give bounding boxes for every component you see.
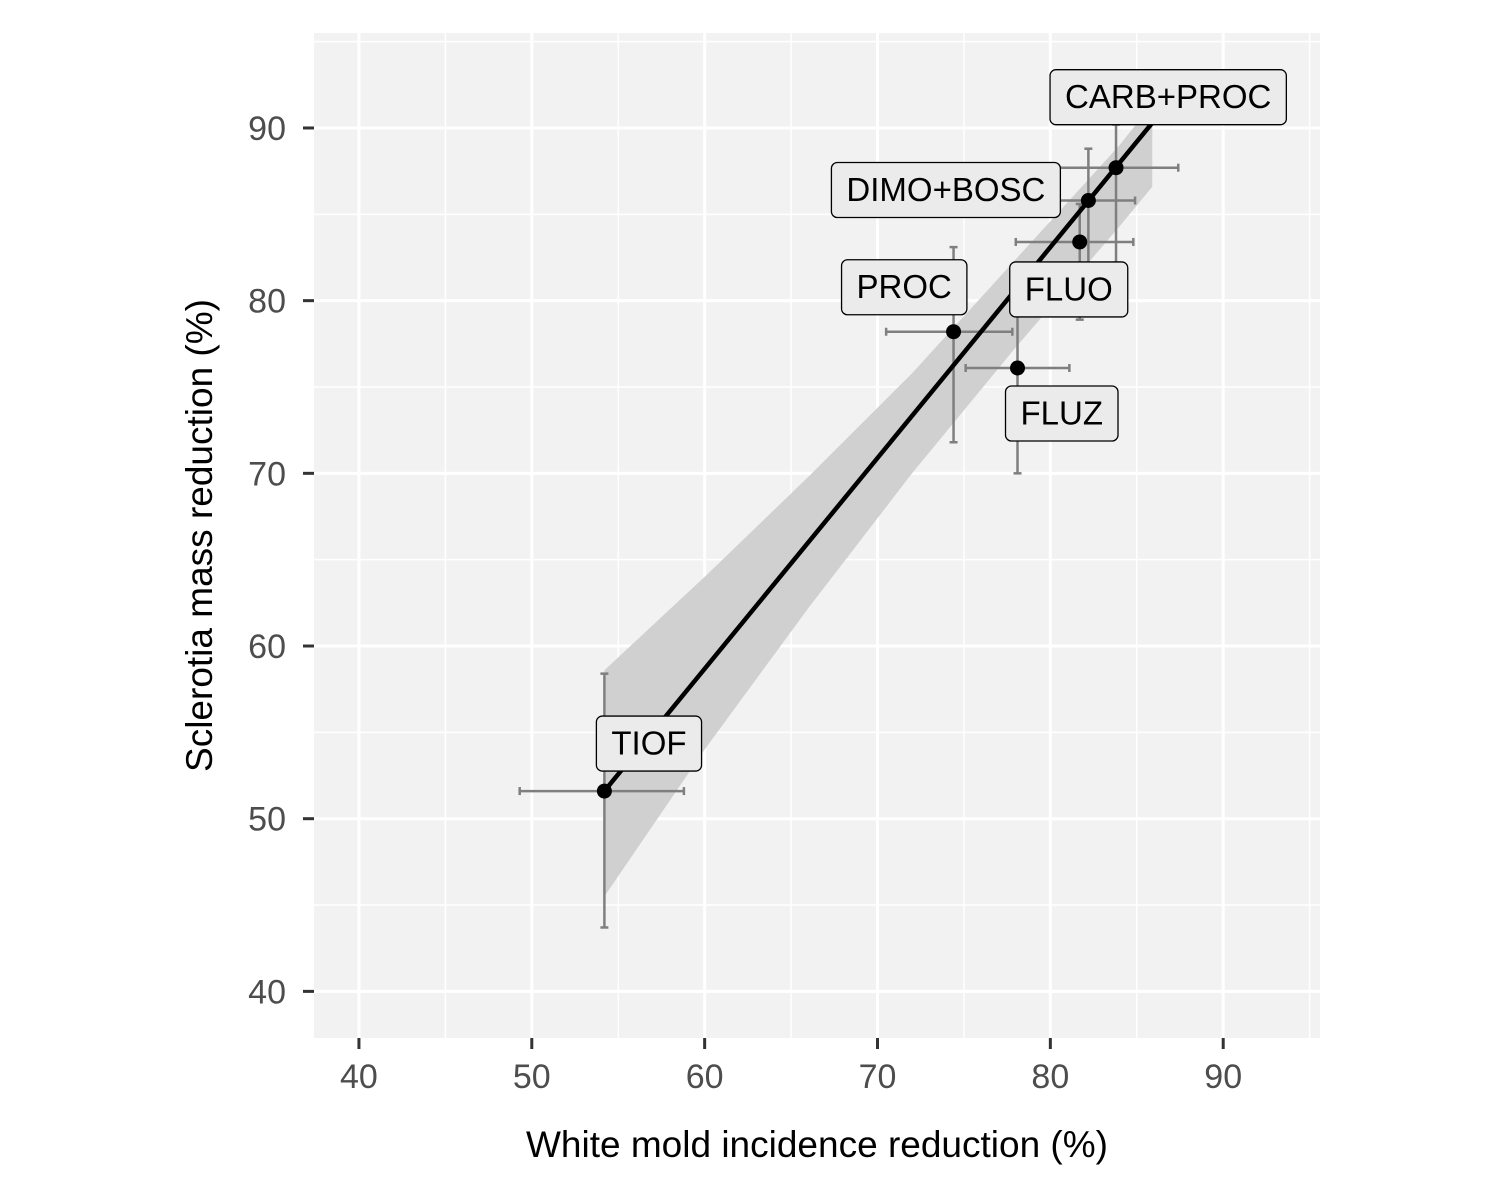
data-point — [1108, 160, 1124, 176]
label-box — [1004, 385, 1119, 442]
label-text: DIMO+BOSC — [846, 171, 1045, 208]
data-point — [1072, 234, 1088, 250]
y-tick-label: 60 — [248, 628, 286, 666]
label-box — [595, 715, 703, 772]
point-label-carb-proc: CARB+PROC — [1049, 69, 1287, 126]
x-tick-label: 50 — [513, 1058, 551, 1096]
label-box — [1049, 69, 1287, 126]
label-box — [830, 161, 1062, 219]
label-text: TIOF — [611, 725, 686, 762]
point-label-tiof: TIOF — [595, 715, 703, 772]
x-tick-label: 40 — [340, 1058, 378, 1096]
y-tick-label: 80 — [248, 283, 286, 321]
label-text: CARB+PROC — [1065, 78, 1271, 115]
y-tick-label: 40 — [248, 973, 286, 1011]
data-point — [1010, 360, 1026, 376]
point-label-proc: PROC — [840, 259, 968, 316]
y-tick-label: 70 — [248, 455, 286, 493]
y-axis-title: Sclerotia mass reduction (%) — [179, 299, 220, 772]
point-label-fluz: FLUZ — [1004, 385, 1119, 442]
x-axis-title: White mold incidence reduction (%) — [526, 1124, 1108, 1165]
regression-line — [602, 121, 1155, 793]
label-text: PROC — [857, 268, 952, 305]
label-text: FLUO — [1025, 270, 1113, 307]
data-point — [946, 324, 962, 340]
x-tick-label: 80 — [1031, 1058, 1069, 1096]
x-tick-label: 70 — [859, 1058, 897, 1096]
data-point — [1080, 193, 1096, 208]
y-axis: 40 50 60 70 80 90 — [248, 110, 314, 1011]
point-label-dimo-bosc: DIMO+BOSC — [830, 161, 1062, 219]
x-tick-label: 60 — [686, 1058, 724, 1096]
label-box — [1009, 261, 1129, 318]
data-points — [596, 160, 1124, 799]
label-text: FLUZ — [1021, 395, 1103, 432]
point-label-fluo: FLUO — [1009, 261, 1129, 318]
x-tick-label: 90 — [1204, 1058, 1242, 1096]
y-tick-label: 90 — [248, 110, 286, 148]
data-point — [596, 783, 612, 799]
label-box — [840, 259, 968, 316]
x-axis: 40 50 60 70 80 90 — [340, 1038, 1242, 1096]
point-labels: CARB+PROC DIMO+BOSC FLUO PROC FLUZ TIOF — [595, 69, 1287, 772]
y-tick-label: 50 — [248, 801, 286, 839]
